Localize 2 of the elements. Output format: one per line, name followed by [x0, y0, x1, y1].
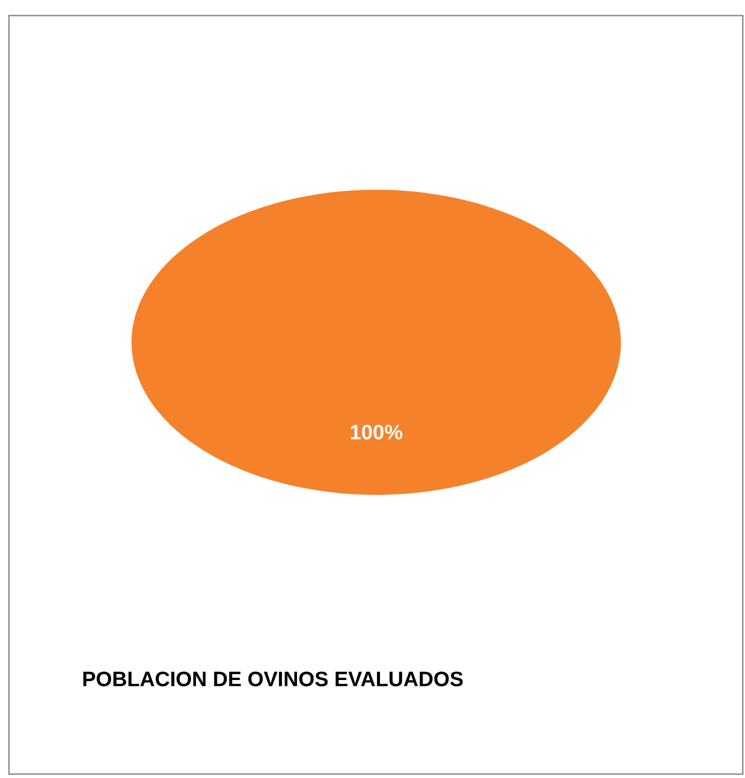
- data-label: 100%: [350, 424, 402, 440]
- text: POBLACION DE OVINOS EVALUADOS: [83, 672, 463, 686]
